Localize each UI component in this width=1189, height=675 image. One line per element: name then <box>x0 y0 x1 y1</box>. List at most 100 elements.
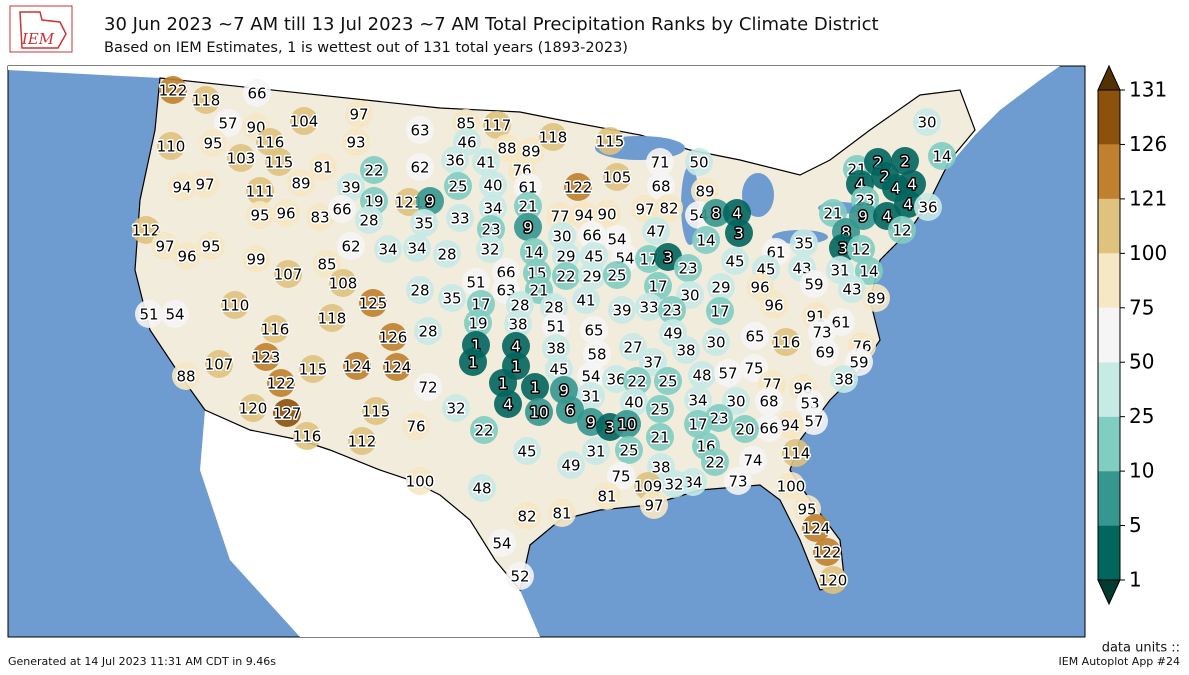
district-rank: 118 <box>318 310 347 328</box>
district-fill <box>741 322 769 350</box>
district-fill <box>692 226 720 254</box>
district-rank: 59 <box>804 276 823 294</box>
district-rank: 66 <box>582 227 601 245</box>
district-fill <box>265 148 293 176</box>
district-fill <box>273 399 301 427</box>
district-rank: 6 <box>565 402 575 420</box>
district-rank: 127 <box>273 405 302 423</box>
district-fill <box>722 387 750 415</box>
district-fill <box>462 268 490 296</box>
district-rank: 9 <box>586 414 596 432</box>
district-rank: 104 <box>290 113 319 131</box>
district-rank: 17 <box>710 303 729 321</box>
district-rank: 54 <box>165 306 184 324</box>
district-fill <box>362 397 390 425</box>
district-rank: 58 <box>587 346 606 364</box>
district-fill <box>688 361 716 389</box>
district-rank: 14 <box>696 232 715 250</box>
district-rank: 85 <box>317 256 336 274</box>
district-fill <box>261 315 289 343</box>
district-fill <box>359 289 387 317</box>
district-fill <box>721 247 749 275</box>
district-fill <box>556 396 584 424</box>
district-rank: 108 <box>329 275 358 293</box>
district-fill <box>811 338 839 366</box>
colorbar-frame <box>1097 89 1121 581</box>
district-rank: 99 <box>246 251 265 269</box>
district-rank: 30 <box>552 228 571 246</box>
district-rank: 57 <box>218 115 237 133</box>
district-rank: 54 <box>581 368 600 386</box>
district-fill <box>199 129 227 157</box>
district-fill <box>470 416 498 444</box>
district-fill <box>395 188 423 216</box>
district-fill <box>913 108 941 136</box>
district-fill <box>746 273 774 301</box>
district-rank: 54 <box>492 535 511 553</box>
district-fill <box>654 367 682 395</box>
district-fill <box>596 127 624 155</box>
colorbar-tick-label: 1 <box>1129 568 1142 592</box>
district-rank: 94 <box>172 179 191 197</box>
district-rank: 74 <box>743 452 762 470</box>
district-fill <box>545 355 573 383</box>
district-rank: 4 <box>732 205 742 223</box>
district-rank: 81 <box>313 159 332 177</box>
district-rank: 115 <box>596 133 625 151</box>
district-rank: 85 <box>456 115 475 133</box>
district-fill <box>539 123 567 151</box>
district-fill <box>613 410 641 438</box>
district-fill <box>672 336 700 364</box>
district-rank: 96 <box>177 248 196 266</box>
district-rank: 30 <box>706 334 725 352</box>
district-rank: 52 <box>510 568 529 586</box>
district-fill <box>197 232 225 260</box>
district-rank: 14 <box>859 263 878 281</box>
district-rank: 29 <box>556 248 575 266</box>
district-fill <box>580 316 608 344</box>
district-fill <box>608 296 636 324</box>
district-rank: 31 <box>830 262 849 280</box>
district-fill <box>514 192 542 220</box>
district-rank: 40 <box>624 394 643 412</box>
district-fill <box>577 362 605 390</box>
district-rank: 3 <box>838 240 848 258</box>
district-fill <box>299 355 327 383</box>
district-rank: 3 <box>734 225 744 243</box>
district-rank: 4 <box>907 176 917 194</box>
district-fill <box>658 296 686 324</box>
district-fill <box>252 343 280 371</box>
district-fill <box>674 254 702 282</box>
district-fill <box>243 79 271 107</box>
district-rank: 29 <box>582 268 601 286</box>
district-rank: 25 <box>619 442 638 460</box>
district-rank: 9 <box>523 219 533 237</box>
district-fill <box>830 365 858 393</box>
district-rank: 51 <box>139 306 158 324</box>
district-fill <box>337 173 365 201</box>
district-fill <box>552 262 580 290</box>
lake-huron <box>742 173 774 217</box>
district-fill <box>406 116 434 144</box>
district-rank: 33 <box>639 299 658 317</box>
district-rank: 17 <box>648 278 667 296</box>
district-rank: 22 <box>474 422 493 440</box>
district-rank: 97 <box>635 201 654 219</box>
district-fill <box>383 353 411 381</box>
district-fill <box>782 439 810 467</box>
district-rank: 10 <box>529 404 548 422</box>
district-fill <box>660 470 688 498</box>
district-rank: 4 <box>511 338 521 356</box>
district-rank: 107 <box>274 266 303 284</box>
district-rank: 124 <box>383 359 412 377</box>
district-fill <box>542 312 570 340</box>
district-rank: 41 <box>576 292 595 310</box>
district-fill <box>646 423 674 451</box>
district-rank: 77 <box>550 208 569 226</box>
colorbar-bin <box>1098 307 1120 363</box>
district-fill <box>242 245 270 273</box>
district-fill <box>583 340 611 368</box>
district-fill <box>374 235 402 263</box>
district-fill <box>488 529 516 557</box>
colorbar-under <box>1097 579 1121 606</box>
